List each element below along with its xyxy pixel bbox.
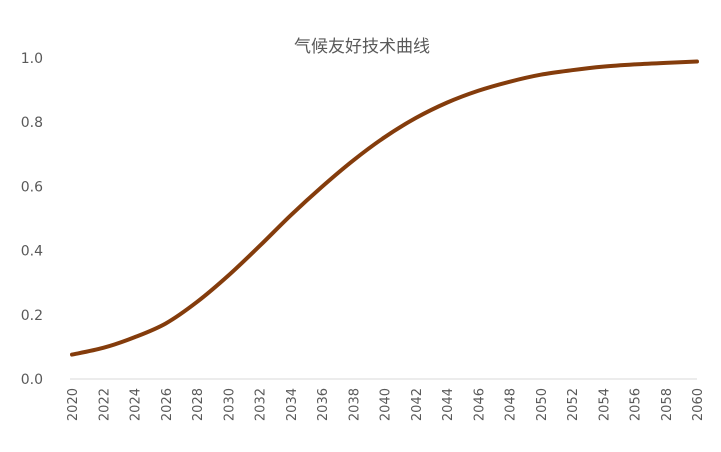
x-tick-label: 2028 [191, 388, 206, 421]
y-tick-label: 0.2 [21, 308, 43, 324]
x-tick-label: 2054 [597, 388, 612, 421]
x-tick-label: 2040 [379, 388, 394, 421]
x-tick-label: 2020 [66, 388, 81, 421]
x-tick-label: 2026 [160, 388, 175, 421]
y-axis-ticks: 0.0 0.2 0.4 0.6 0.8 1.0 [21, 51, 43, 388]
x-tick-label: 2038 [347, 388, 362, 421]
x-tick-label: 2044 [441, 388, 456, 421]
x-tick-label: 2052 [566, 388, 581, 421]
x-tick-label: 2036 [316, 388, 331, 421]
y-tick-label: 0.8 [21, 115, 43, 131]
x-tick-label: 2060 [691, 388, 706, 421]
y-tick-label: 0.4 [21, 244, 43, 260]
y-tick-label: 0.6 [21, 179, 43, 195]
x-tick-label: 2030 [222, 388, 237, 421]
x-tick-label: 2032 [254, 388, 269, 421]
y-tick-label: 0.0 [21, 372, 43, 388]
x-tick-label: 2034 [285, 388, 300, 421]
x-axis-ticks: 2020 2022 2024 2026 2028 2030 2032 2034 2036 2038… [66, 388, 706, 421]
x-tick-label: 2024 [129, 388, 144, 421]
series-line-0 [70, 59, 699, 357]
series-group [70, 59, 699, 357]
x-tick-label: 2050 [535, 388, 550, 421]
chart-title: 气候友好技术曲线 [294, 37, 430, 57]
x-tick-label: 2048 [504, 388, 519, 421]
x-tick-label: 2042 [410, 388, 425, 421]
y-tick-label: 1.0 [21, 51, 43, 67]
x-tick-label: 2022 [97, 388, 112, 421]
x-tick-label: 2046 [472, 388, 487, 421]
x-tick-label: 2056 [629, 388, 644, 421]
x-tick-label: 2058 [660, 388, 675, 421]
